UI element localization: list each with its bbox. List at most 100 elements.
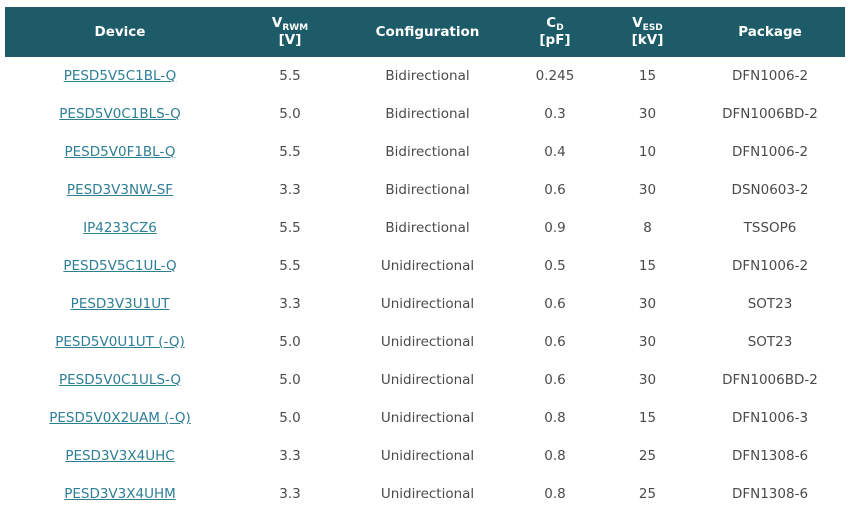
cd-cell: 0.6: [544, 296, 566, 312]
column-header-cd-symbol: C: [546, 15, 557, 32]
vesd-cell: 25: [638, 448, 657, 464]
vesd-cell: 10: [638, 144, 657, 160]
device-cell: IP4233CZ6: [5, 209, 235, 247]
table-row: PESD5V0U1UT (-Q) 5.0 Unidirectional 0.6 …: [5, 323, 845, 361]
package-cell: DFN1006-2: [731, 68, 809, 84]
cd-cell: 0.5: [544, 258, 566, 274]
package-cell: SOT23: [747, 334, 793, 350]
vesd-cell: 15: [638, 68, 657, 84]
column-header-cd-unit: [pF]: [539, 32, 571, 48]
vesd-cell: 30: [638, 334, 657, 350]
column-header-vesd-subscript: ESD: [642, 23, 663, 34]
vrwm-cell: 3.3: [279, 182, 301, 198]
device-link[interactable]: PESD3V3X4UHC: [65, 448, 175, 464]
device-link[interactable]: PESD5V5C1BL-Q: [63, 68, 177, 84]
column-header-package: Package: [695, 7, 845, 57]
vrwm-cell: 5.0: [279, 410, 301, 426]
device-link[interactable]: PESD5V0C1BLS-Q: [59, 106, 181, 122]
device-link[interactable]: PESD3V3X4UHM: [64, 486, 176, 502]
device-link[interactable]: IP4233CZ6: [83, 220, 157, 236]
cd-cell: 0.6: [544, 372, 566, 388]
package-cell: DFN1006BD-2: [722, 106, 818, 122]
table-row: PESD5V5C1UL-Q 5.5 Unidirectional 0.5 15 …: [5, 247, 845, 285]
device-link[interactable]: PESD3V3NW-SF: [66, 182, 174, 198]
vrwm-cell: 5.5: [279, 258, 301, 274]
device-cell: PESD3V3NW-SF: [5, 171, 235, 209]
cd-cell: 0.4: [544, 144, 566, 160]
package-cell: DFN1006-2: [731, 258, 809, 274]
table-row: IP4233CZ6 5.5 Bidirectional 0.9 8 TSSOP6: [5, 209, 845, 247]
vesd-cell: 15: [638, 258, 657, 274]
device-cell: PESD5V5C1BL-Q: [5, 57, 235, 95]
configuration-cell: Bidirectional: [385, 220, 470, 236]
configuration-cell: Unidirectional: [380, 448, 475, 464]
cd-cell: 0.6: [544, 182, 566, 198]
device-cell: PESD5V5C1UL-Q: [5, 247, 235, 285]
vrwm-cell: 3.3: [279, 296, 301, 312]
configuration-cell: Unidirectional: [380, 258, 475, 274]
table-row: PESD5V5C1BL-Q 5.5 Bidirectional 0.245 15…: [5, 57, 845, 95]
configuration-cell: Bidirectional: [385, 68, 470, 84]
package-cell: DFN1006-3: [731, 410, 809, 426]
package-cell: DSN0603-2: [731, 182, 809, 198]
cd-cell: 0.3: [544, 106, 566, 122]
column-header-vrwm-symbol: V: [271, 15, 283, 32]
vrwm-cell: 3.3: [279, 448, 301, 464]
configuration-cell: Unidirectional: [380, 334, 475, 350]
column-header-vrwm-unit: [V]: [278, 32, 302, 48]
device-cell: PESD3V3U1UT: [5, 285, 235, 323]
column-header-cd-subscript: D: [556, 23, 564, 34]
table-body: PESD5V5C1BL-Q 5.5 Bidirectional 0.245 15…: [5, 57, 845, 513]
column-header-vesd: VESD [kV]: [600, 7, 695, 57]
column-header-vrwm: VRWM [V]: [235, 7, 345, 57]
table-row: PESD3V3X4UHM 3.3 Unidirectional 0.8 25 D…: [5, 475, 845, 513]
device-cell: PESD5V0C1BLS-Q: [5, 95, 235, 133]
table-row: PESD3V3U1UT 3.3 Unidirectional 0.6 30 SO…: [5, 285, 845, 323]
column-header-vrwm-subscript: RWM: [282, 23, 309, 34]
device-link[interactable]: PESD5V0X2UAM (-Q): [49, 410, 191, 426]
column-header-configuration-label: Configuration: [375, 23, 480, 40]
table-row: PESD5V0C1BLS-Q 5.0 Bidirectional 0.3 30 …: [5, 95, 845, 133]
header-row: Device VRWM [V] Configuration CD [pF] VE…: [5, 7, 845, 57]
cd-cell: 0.8: [544, 410, 566, 426]
table-row: PESD3V3X4UHC 3.3 Unidirectional 0.8 25 D…: [5, 437, 845, 475]
vrwm-cell: 5.0: [279, 372, 301, 388]
package-cell: DFN1006BD-2: [722, 372, 818, 388]
column-header-device: Device: [5, 7, 235, 57]
column-header-device-label: Device: [94, 23, 146, 40]
device-link[interactable]: PESD5V5C1UL-Q: [63, 258, 177, 274]
vrwm-cell: 5.5: [279, 144, 301, 160]
column-header-cd: CD [pF]: [510, 7, 600, 57]
vesd-cell: 30: [638, 296, 657, 312]
device-link[interactable]: PESD5V0C1ULS-Q: [58, 372, 182, 388]
device-cell: PESD5V0F1BL-Q: [5, 133, 235, 171]
configuration-cell: Bidirectional: [385, 144, 470, 160]
vesd-cell: 30: [638, 182, 657, 198]
vrwm-cell: 5.5: [279, 68, 301, 84]
cd-cell: 0.6: [544, 334, 566, 350]
vrwm-cell: 3.3: [279, 486, 301, 502]
table-row: PESD5V0C1ULS-Q 5.0 Unidirectional 0.6 30…: [5, 361, 845, 399]
device-link[interactable]: PESD5V0F1BL-Q: [64, 144, 176, 160]
vesd-cell: 15: [638, 410, 657, 426]
vrwm-cell: 5.5: [279, 220, 301, 236]
device-cell: PESD3V3X4UHC: [5, 437, 235, 475]
vesd-cell: 30: [638, 106, 657, 122]
configuration-cell: Bidirectional: [385, 182, 470, 198]
table-row: PESD5V0X2UAM (-Q) 5.0 Unidirectional 0.8…: [5, 399, 845, 437]
configuration-cell: Bidirectional: [385, 106, 470, 122]
device-cell: PESD5V0U1UT (-Q): [5, 323, 235, 361]
package-cell: DFN1308-6: [731, 486, 809, 502]
package-cell: DFN1006-2: [731, 144, 809, 160]
vesd-cell: 30: [638, 372, 657, 388]
device-link[interactable]: PESD5V0U1UT (-Q): [55, 334, 185, 350]
configuration-cell: Unidirectional: [380, 372, 475, 388]
column-header-configuration: Configuration: [345, 7, 510, 57]
cd-cell: 0.245: [535, 68, 575, 84]
configuration-cell: Unidirectional: [380, 410, 475, 426]
device-link[interactable]: PESD3V3U1UT: [70, 296, 170, 312]
package-cell: SOT23: [747, 296, 793, 312]
package-cell: DFN1308-6: [731, 448, 809, 464]
column-header-vesd-symbol: V: [632, 15, 643, 32]
vesd-cell: 8: [643, 220, 652, 236]
